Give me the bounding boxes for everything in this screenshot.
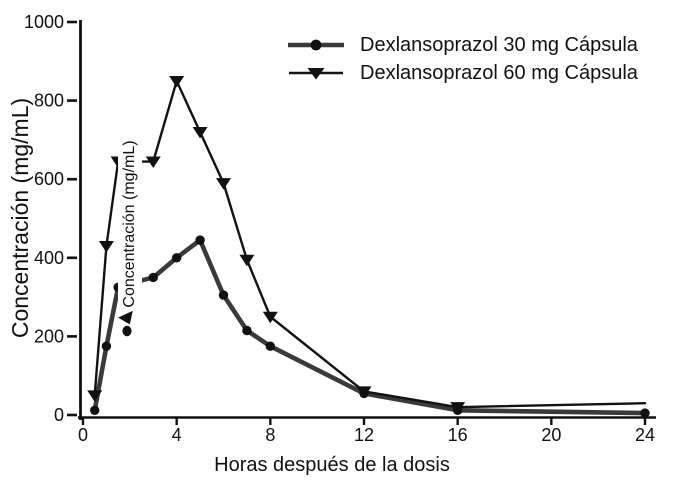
data-point-circle: [195, 235, 205, 245]
series-line-60mg: [93, 79, 647, 409]
x-tick-label: 0: [78, 425, 88, 445]
legend: Dexlansoprazol 30 mg Cápsula Dexlansopra…: [288, 31, 638, 87]
y-tick-label: 200: [34, 326, 64, 346]
triangle-marker-sample-icon: [289, 68, 343, 80]
y-tick-label: 1000: [24, 12, 64, 32]
data-point-circle: [101, 341, 112, 351]
stray-dot-icon: [122, 325, 132, 337]
data-point-triangle: [169, 75, 185, 88]
data-point-triangle: [145, 156, 161, 169]
data-point-circle: [90, 405, 100, 415]
circle-marker-sample-icon: [288, 39, 344, 51]
legend-item-30mg: Dexlansoprazol 30 mg Cápsula: [288, 31, 638, 59]
legend-label-30mg: Dexlansoprazol 30 mg Cápsula: [360, 33, 638, 56]
data-point-triangle: [356, 386, 372, 398]
stray-marker-artifact: [118, 311, 133, 337]
legend-item-60mg: Dexlansoprazol 60 mg Cápsula: [288, 59, 638, 87]
legend-label-60mg: Dexlansoprazol 60 mg Cápsula: [360, 61, 638, 84]
data-point-triangle: [216, 178, 231, 190]
x-axis-label: Horas después de la dosis: [214, 454, 450, 476]
y-tick-label: 600: [34, 169, 64, 189]
x-tick-label: 12: [354, 425, 374, 445]
data-point-circle: [148, 272, 158, 283]
data-point-triangle: [98, 241, 114, 253]
x-tick-label: 8: [265, 425, 275, 445]
data-point-triangle: [87, 390, 103, 402]
data-point-circle: [265, 341, 276, 351]
inner-duplicate-y-axis-label: Concentración (mg/mL): [118, 131, 142, 317]
data-point-triangle: [239, 254, 255, 267]
x-tick-label: 20: [541, 425, 561, 445]
data-point-triangle: [450, 402, 466, 414]
data-point-circle: [640, 408, 650, 418]
data-point-circle: [171, 253, 182, 263]
data-point-triangle: [262, 311, 278, 324]
data-point-circle: [218, 290, 229, 300]
stray-triangle-icon: [118, 311, 133, 325]
data-point-triangle: [192, 127, 208, 139]
x-tick-label: 4: [172, 425, 182, 445]
x-tick-label: 24: [635, 425, 655, 445]
x-tick-label: 16: [448, 425, 468, 445]
y-axis-label: Concentración (mg/mL): [7, 97, 33, 339]
y-tick-label: 0: [54, 405, 64, 425]
data-point-circle: [242, 325, 252, 336]
y-tick-label: 800: [34, 91, 64, 111]
y-tick-label: 400: [34, 248, 64, 268]
